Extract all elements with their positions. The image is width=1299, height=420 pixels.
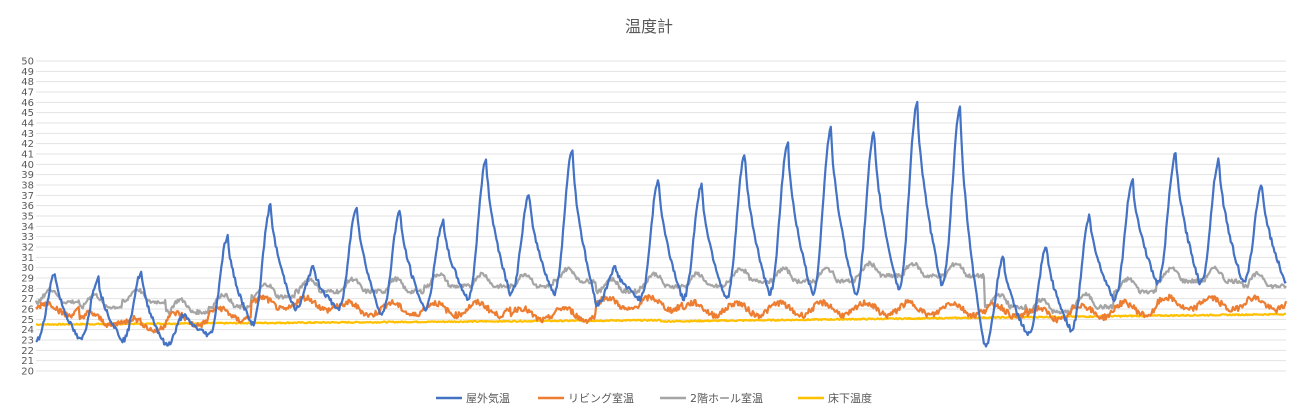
- y-tick-label: 49: [21, 67, 34, 78]
- y-tick-label: 26: [21, 305, 34, 316]
- y-tick-label: 22: [21, 346, 34, 357]
- legend-label: リビング室温: [568, 391, 634, 405]
- y-tick-label: 31: [21, 253, 34, 264]
- y-tick-label: 35: [21, 212, 34, 223]
- y-tick-label: 29: [21, 274, 34, 285]
- series-line: [35, 312, 1287, 327]
- y-tick-label: 50: [21, 57, 34, 68]
- chart-title: 温度計: [625, 17, 673, 36]
- y-tick-label: 25: [21, 315, 34, 326]
- y-tick-label: 34: [21, 222, 34, 233]
- y-tick-label: 20: [21, 367, 34, 378]
- y-tick-label: 21: [21, 356, 34, 367]
- y-tick-label: 41: [21, 150, 34, 161]
- y-tick-label: 23: [21, 336, 34, 347]
- legend: 屋外気温 リビング室温 2階ホール室温 床下温度: [436, 391, 872, 405]
- series-lines: [34, 100, 1288, 348]
- y-tick-label: 40: [21, 160, 34, 171]
- y-tick-label: 36: [21, 201, 34, 212]
- y-tick-label: 37: [21, 191, 34, 202]
- y-tick-label: 30: [21, 263, 34, 274]
- y-tick-label: 46: [21, 98, 34, 109]
- y-tick-label: 38: [21, 181, 34, 192]
- legend-label: 屋外気温: [466, 391, 510, 405]
- y-tick-label: 32: [21, 243, 34, 254]
- legend-label: 床下温度: [828, 391, 872, 405]
- y-tick-label: 44: [21, 119, 34, 130]
- y-tick-label: 33: [21, 232, 34, 243]
- y-tick-label: 47: [21, 88, 34, 99]
- y-tick-label: 39: [21, 170, 34, 181]
- y-tick-label: 45: [21, 108, 34, 119]
- y-axis: 2021222324252627282930313233343536373839…: [21, 57, 34, 378]
- y-tick-label: 28: [21, 284, 34, 295]
- y-tick-label: 27: [21, 294, 34, 305]
- y-tick-label: 48: [21, 77, 34, 88]
- y-tick-label: 43: [21, 129, 34, 140]
- series-line: [35, 293, 1288, 334]
- y-tick-label: 42: [21, 139, 34, 150]
- series-line: [35, 100, 1287, 348]
- legend-label: 2階ホール室温: [690, 391, 763, 405]
- y-tick-label: 24: [21, 325, 34, 336]
